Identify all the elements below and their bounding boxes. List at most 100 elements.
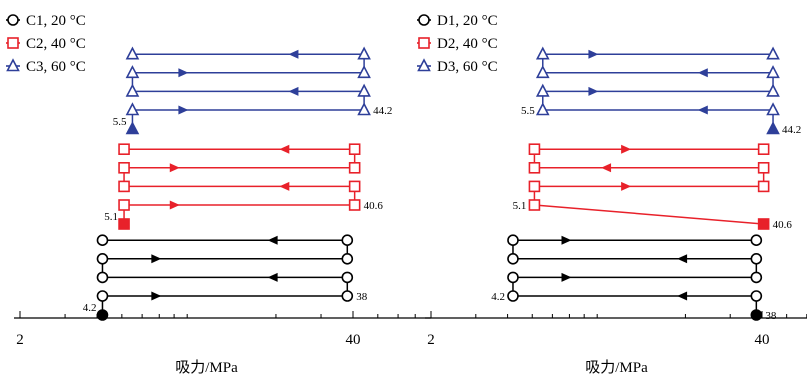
- end-value-label: 44.2: [373, 105, 392, 117]
- data-point: [125, 102, 140, 116]
- data-point: [118, 180, 130, 193]
- direction-arrow: [178, 68, 189, 78]
- series-circle: 4.2 38: [83, 234, 368, 321]
- series-triangle: 44.2 5.5: [521, 46, 801, 136]
- legend-entry: D2, 40 °C: [417, 36, 498, 52]
- data-point: [341, 271, 354, 284]
- data-point: [766, 65, 780, 79]
- data-point: [118, 199, 130, 211]
- direction-arrow: [267, 272, 278, 282]
- data-point: [341, 252, 354, 265]
- data-point: [341, 290, 354, 302]
- chart-panel-1: 2 40 吸力/MPa C1, 20 °C C2, 40 °C C3, 60 °C 4.2 3…: [6, 13, 431, 376]
- data-point: [750, 290, 763, 302]
- direction-arrow: [588, 86, 599, 96]
- series-square: 40.6 5.1: [513, 143, 793, 231]
- data-point: [348, 180, 361, 193]
- series-segment: [534, 204, 764, 225]
- legend-label: C1, 20 °C: [26, 13, 86, 29]
- legend-marker: [418, 14, 430, 26]
- data-point: [96, 234, 109, 246]
- data-point: [125, 46, 140, 60]
- direction-arrow: [169, 200, 180, 210]
- direction-arrow: [267, 235, 278, 245]
- legend-marker: [6, 58, 20, 72]
- data-point: [357, 83, 371, 97]
- data-point: [757, 143, 770, 155]
- x-tick-label: 40: [346, 332, 361, 348]
- data-point: [118, 162, 130, 174]
- direction-arrow: [561, 272, 572, 282]
- data-point: [750, 271, 763, 284]
- data-point: [528, 199, 541, 211]
- legend-label: D1, 20 °C: [437, 13, 498, 29]
- start-marker: [96, 309, 109, 321]
- data-point: [766, 83, 780, 97]
- data-point: [757, 162, 770, 174]
- data-point: [96, 290, 109, 302]
- data-point: [357, 46, 371, 60]
- series-triangle: 5.5 44.2: [113, 46, 392, 135]
- data-point: [341, 234, 354, 246]
- direction-arrow: [561, 235, 572, 245]
- legend-entry: C1, 20 °C: [6, 13, 86, 29]
- direction-arrow: [279, 181, 290, 191]
- x-axis-label: 吸力/MPa: [585, 359, 648, 376]
- data-point: [96, 252, 109, 265]
- direction-arrow: [169, 163, 180, 173]
- direction-arrow: [677, 254, 688, 264]
- end-value-label: 5.5: [521, 105, 535, 117]
- start-value-label: 4.2: [83, 302, 97, 314]
- series-circle: 384.2: [491, 234, 777, 322]
- start-marker: [757, 218, 770, 230]
- data-point: [125, 83, 140, 97]
- legend-entry: D1, 20 °C: [417, 13, 498, 29]
- direction-arrow: [697, 68, 708, 78]
- start-marker: [118, 218, 130, 230]
- data-point: [750, 252, 763, 265]
- data-point: [528, 143, 541, 155]
- series-square: 5.1 40.6: [104, 143, 384, 230]
- data-point: [125, 65, 140, 79]
- direction-arrow: [677, 291, 688, 301]
- start-value-label: 5.1: [104, 211, 118, 223]
- data-point: [766, 102, 780, 116]
- legend-label: C3, 60 °C: [26, 59, 86, 75]
- data-point: [507, 271, 519, 284]
- end-value-label: 5.1: [513, 200, 527, 212]
- direction-arrow: [288, 86, 299, 96]
- x-tick-label: 40: [755, 332, 770, 348]
- data-point: [118, 143, 130, 155]
- data-point: [750, 234, 763, 246]
- direction-arrow: [151, 291, 162, 301]
- direction-arrow: [621, 144, 632, 154]
- data-point: [766, 46, 780, 60]
- direction-arrow: [601, 163, 612, 173]
- direction-arrow: [178, 105, 189, 115]
- start-value-label: 44.2: [782, 124, 801, 136]
- data-point: [535, 46, 550, 60]
- data-point: [507, 290, 519, 302]
- legend-label: D2, 40 °C: [437, 36, 498, 52]
- legend-entry: C2, 40 °C: [6, 36, 86, 52]
- data-point: [528, 180, 541, 193]
- direction-arrow: [279, 144, 290, 154]
- data-point: [757, 180, 770, 193]
- direction-arrow: [588, 49, 599, 59]
- start-value-label: 40.6: [773, 219, 793, 231]
- direction-arrow: [697, 105, 708, 115]
- legend-entry: C3, 60 °C: [6, 58, 86, 75]
- data-point: [507, 234, 519, 246]
- data-point: [535, 83, 550, 97]
- direction-arrow: [621, 181, 632, 191]
- data-point: [348, 143, 361, 155]
- end-value-label: 38: [356, 291, 368, 303]
- data-point: [528, 162, 541, 174]
- data-point: [348, 162, 361, 174]
- start-marker: [750, 309, 763, 321]
- x-tick-label: 2: [427, 332, 435, 348]
- x-axis-label: 吸力/MPa: [175, 359, 238, 376]
- end-value-label: 40.6: [364, 200, 384, 212]
